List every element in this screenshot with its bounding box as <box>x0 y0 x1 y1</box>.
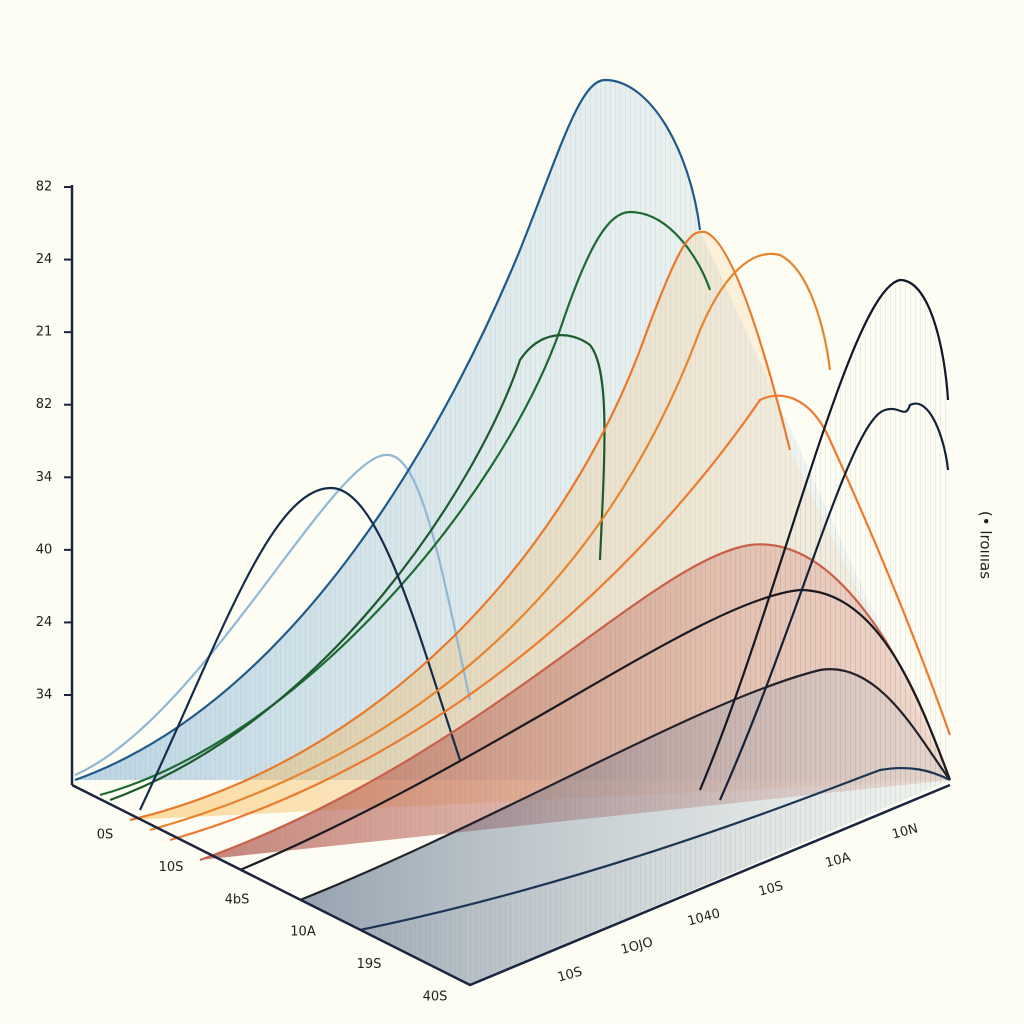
ridges <box>75 80 950 985</box>
depth-label: 10A <box>824 850 853 871</box>
depth-label: 1040 <box>686 906 722 929</box>
y-label: 21 <box>36 325 53 340</box>
x-label: 0S <box>97 828 114 843</box>
ridge-line <box>718 402 950 801</box>
x-label: 10S <box>159 860 184 875</box>
x-label: 40S <box>423 990 448 1005</box>
x-label: 4bS <box>225 892 250 907</box>
y-label: 34 <box>36 470 53 485</box>
ridge-line <box>698 278 950 791</box>
base-axes <box>71 783 951 987</box>
side-label: (• lroıııas <box>977 511 995 579</box>
y-label: 24 <box>36 615 53 630</box>
y-label: 82 <box>36 180 53 195</box>
ridge-line <box>74 78 702 782</box>
x-label: 10A <box>290 925 316 940</box>
ridge-line <box>299 668 951 902</box>
y-label: 40 <box>36 542 53 557</box>
axes <box>70 185 951 987</box>
ridge-line <box>149 252 832 832</box>
depth-label: 10S <box>556 965 584 986</box>
y-label: 82 <box>36 397 53 412</box>
ridge-line <box>359 766 951 932</box>
ridge-line <box>169 394 952 842</box>
x-label: 19S <box>357 957 382 972</box>
depth-label: 10N <box>890 821 919 842</box>
depth-label: 1OJO <box>619 935 654 958</box>
ridge-line <box>129 230 792 822</box>
ridge-line <box>139 486 462 811</box>
depth-label: 10S <box>757 879 785 900</box>
ridge-line <box>74 453 472 777</box>
y-label: 34 <box>36 688 53 703</box>
y-label: 24 <box>36 252 53 267</box>
ridge-line <box>239 588 952 872</box>
ridge-line <box>109 334 606 802</box>
ridge-fill <box>360 768 950 985</box>
ridge-lines <box>74 78 952 932</box>
